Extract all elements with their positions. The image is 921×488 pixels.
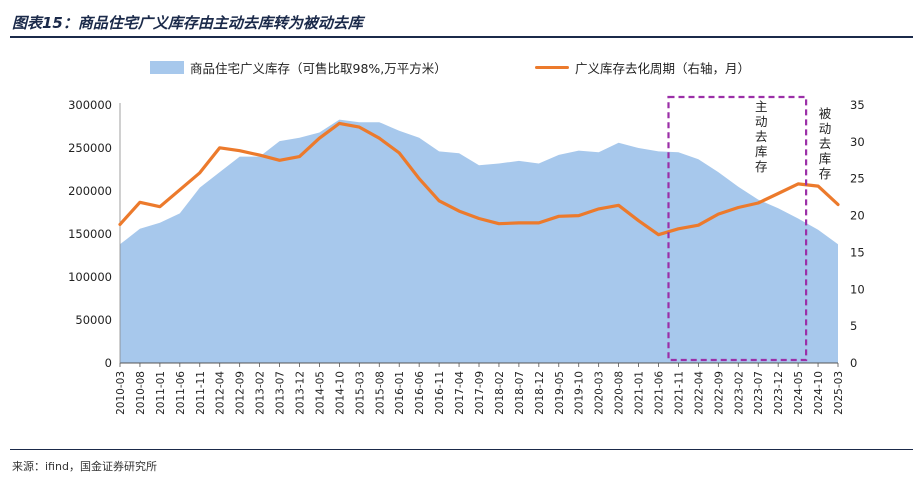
y-left-tick-label: 150000 (68, 227, 112, 241)
legend-swatch-area (150, 61, 184, 74)
x-tick-label: 2025-03 (833, 371, 845, 415)
legend-swatch-line (535, 66, 569, 69)
y-right-tick-label: 15 (850, 245, 865, 259)
y-left-tick-label: 200000 (68, 184, 112, 198)
x-tick-label: 2023-02 (733, 371, 745, 415)
source-note: 来源：ifind，国金证券研究所 (12, 460, 157, 473)
x-tick-label: 2015-03 (354, 371, 366, 415)
passive-destock-label: 被 (819, 106, 832, 121)
title-divider (10, 36, 913, 38)
active-destock-label: 库 (755, 144, 768, 159)
legend: 商品住宅广义库存（可售比取98%,万平方米） 广义库存去化周期（右轴，月） (0, 58, 921, 82)
x-tick-label: 2017-09 (474, 371, 486, 415)
footer-divider (10, 449, 913, 450)
x-tick-label: 2010-03 (115, 371, 127, 415)
x-tick-label: 2020-08 (614, 371, 626, 415)
x-tick-label: 2011-01 (155, 371, 167, 415)
y-left-tick-label: 250000 (68, 141, 112, 155)
x-tick-label: 2021-01 (634, 371, 646, 415)
passive-destock-label: 动 (819, 121, 832, 136)
x-tick-label: 2017-04 (454, 371, 466, 415)
active-destock-label: 动 (755, 114, 768, 129)
y-right-tick-label: 10 (850, 282, 865, 296)
x-tick-label: 2016-01 (394, 371, 406, 415)
x-tick-label: 2013-12 (295, 371, 307, 415)
y-right-tick-label: 25 (850, 172, 865, 186)
active-destock-label: 存 (755, 159, 768, 174)
legend-item-inventory: 商品住宅广义库存（可售比取98%,万平方米） (150, 58, 447, 77)
inventory-area (120, 119, 838, 363)
active-destock-label: 主 (755, 99, 768, 114)
x-tick-label: 2013-07 (275, 371, 287, 415)
x-tick-label: 2016-11 (434, 371, 446, 415)
y-right-tick-label: 20 (850, 209, 865, 223)
x-tick-label: 2024-05 (793, 371, 805, 415)
y-right-tick-label: 30 (850, 135, 865, 149)
x-tick-label: 2018-12 (534, 371, 546, 415)
passive-destock-label: 库 (819, 151, 832, 166)
y-right-tick-label: 35 (850, 98, 865, 112)
x-tick-label: 2015-08 (374, 371, 386, 415)
y-right-tick-label: 0 (850, 356, 857, 370)
x-tick-label: 2018-07 (514, 371, 526, 415)
x-tick-label: 2014-10 (334, 371, 346, 415)
x-tick-label: 2011-11 (195, 371, 207, 415)
x-tick-label: 2024-10 (813, 371, 825, 415)
x-tick-label: 2013-02 (255, 371, 267, 415)
x-tick-label: 2023-12 (773, 371, 785, 415)
y-left-tick-label: 0 (105, 356, 112, 370)
x-tick-label: 2022-04 (693, 371, 705, 415)
x-tick-label: 2018-02 (494, 371, 506, 415)
x-tick-label: 2022-09 (713, 371, 725, 415)
legend-label-cycle: 广义库存去化周期（右轴，月） (575, 61, 751, 76)
legend-label-inventory: 商品住宅广义库存（可售比取98%,万平方米） (190, 61, 447, 76)
x-tick-label: 2019-05 (554, 371, 566, 415)
y-left-tick-label: 50000 (75, 313, 112, 327)
legend-item-cycle: 广义库存去化周期（右轴，月） (535, 58, 750, 77)
y-left-tick-label: 300000 (68, 98, 112, 112)
cycle-line (118, 121, 840, 237)
x-tick-label: 2021-06 (654, 371, 666, 415)
x-tick-label: 2011-06 (175, 371, 187, 415)
active-destock-label: 去 (755, 129, 768, 144)
x-tick-label: 2016-06 (414, 371, 426, 415)
passive-destock-label: 去 (819, 136, 832, 151)
x-tick-label: 2010-08 (135, 371, 147, 415)
x-tick-label: 2020-03 (594, 371, 606, 415)
y-right-tick-label: 5 (850, 319, 857, 333)
y-left-tick-label: 100000 (68, 270, 112, 284)
x-tick-label: 2012-09 (235, 371, 247, 415)
x-tick-label: 2021-11 (673, 371, 685, 415)
x-tick-label: 2019-10 (574, 371, 586, 415)
x-tick-label: 2014-05 (314, 371, 326, 415)
chart-canvas: 0 50000 100000 150000 200000 250000 300000 0 5 10… (68, 95, 865, 415)
x-tick-label: 2023-07 (753, 371, 765, 415)
passive-destock-label: 存 (819, 166, 832, 181)
chart-title: 图表15：商品住宅广义库存由主动去库转为被动去库 (12, 14, 363, 32)
x-tick-label: 2012-04 (215, 371, 227, 415)
